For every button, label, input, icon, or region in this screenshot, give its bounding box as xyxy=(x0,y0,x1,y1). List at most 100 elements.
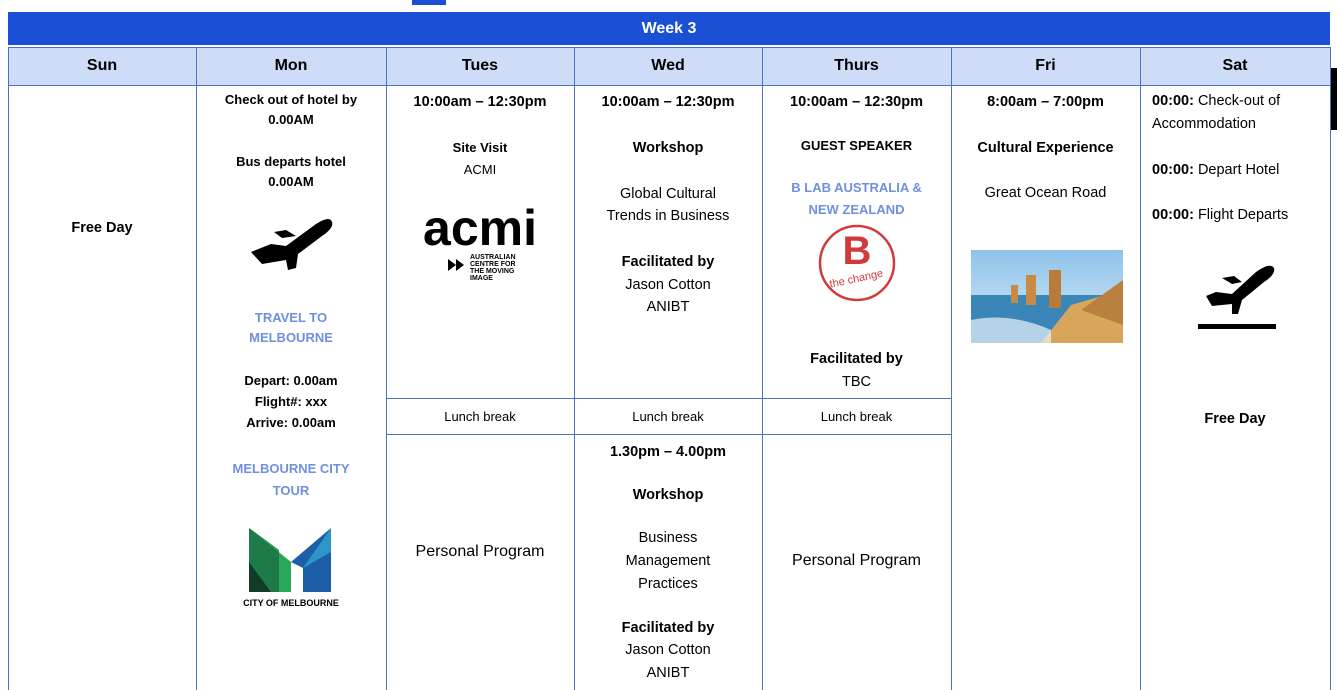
logo-tagline: IMAGE xyxy=(470,275,493,282)
line: B LAB AUSTRALIA & xyxy=(791,180,922,195)
facilitator: Jason Cotton xyxy=(625,642,711,658)
afternoon: Personal Program xyxy=(792,552,921,569)
text: Accommodation xyxy=(1152,116,1256,132)
time: 00:00: xyxy=(1152,207,1194,223)
rule xyxy=(8,47,9,690)
fri-cell: 8:00am – 7:00pm Cultural Experience Grea… xyxy=(951,0,1140,690)
logo-tagline: AUSTRALIAN xyxy=(470,254,516,261)
acmi-logo: acmi AUSTRALIAN CENTRE FOR THE MOVING IM… xyxy=(423,205,537,282)
item: 00:00: Depart Hotel xyxy=(1152,159,1279,182)
rule xyxy=(386,398,951,399)
text: MELBOURNE CITY TOUR xyxy=(196,458,386,502)
day-header: Sun xyxy=(86,57,118,74)
place: Great Ocean Road xyxy=(984,185,1107,201)
text: Check out of hotel by 0.00AM xyxy=(196,90,386,130)
line: Global Cultural xyxy=(620,186,716,202)
item: 00:00: Flight Departs xyxy=(1152,204,1288,227)
time: 00:00: xyxy=(1152,162,1194,178)
line: Trends in Business xyxy=(606,208,730,224)
day-header: Sat xyxy=(1222,57,1248,74)
facilitated: Facilitated by xyxy=(621,254,715,270)
logo-tagline: THE MOVING xyxy=(470,268,515,275)
rule xyxy=(574,47,575,690)
line: MELBOURNE CITY xyxy=(232,461,350,476)
time: 10:00am – 12:30pm xyxy=(413,94,547,110)
time: 10:00am – 12:30pm xyxy=(601,94,735,110)
line: Check out of hotel by xyxy=(224,92,358,107)
lunch: Lunch break xyxy=(632,409,704,424)
rule xyxy=(386,434,951,435)
text: Depart: 0.00am Flight#: xxx Arrive: 0.00am xyxy=(196,370,386,433)
logo-name: acmi xyxy=(423,205,537,256)
scroll-marker xyxy=(1330,68,1337,130)
time: 8:00am – 7:00pm xyxy=(987,94,1104,110)
afternoon: Personal Program xyxy=(415,543,545,560)
line: 0.00AM xyxy=(268,112,314,127)
wed-cell: 10:00am – 12:30pm Workshop Global Cultur… xyxy=(574,0,762,690)
header-row xyxy=(8,47,1330,85)
org: ANIBT xyxy=(646,299,690,315)
rule xyxy=(386,47,387,690)
lunch: Lunch break xyxy=(444,409,516,424)
logo-text: CITY OF MELBOURNE xyxy=(243,598,339,608)
facilitated: Facilitated by xyxy=(810,351,903,367)
day-header: Thurs xyxy=(834,57,879,74)
activity: Workshop xyxy=(632,487,704,503)
line: MELBOURNE xyxy=(249,330,333,345)
rule xyxy=(8,47,1330,48)
text: Flight Departs xyxy=(1197,207,1289,223)
week-title: Week 3 xyxy=(8,12,1330,45)
line: Flight#: xxx xyxy=(254,394,328,409)
time: 10:00am – 12:30pm xyxy=(790,94,923,110)
activity: Site Visit xyxy=(452,140,508,155)
plane-icon xyxy=(251,218,333,270)
thurs-cell: 10:00am – 12:30pm GUEST SPEAKER B LAB AU… xyxy=(762,0,951,690)
departure-icon xyxy=(1198,265,1276,329)
sat-cell: 00:00: Check-out of Accommodation 00:00: … xyxy=(1140,0,1330,690)
rule xyxy=(1330,47,1331,690)
line: Depart: 0.00am xyxy=(244,373,338,388)
line: TRAVEL TO xyxy=(254,310,328,325)
rule xyxy=(951,47,952,690)
line: Practices xyxy=(638,576,698,592)
b-corp-logo: B the change xyxy=(818,224,896,302)
venue: ACMI xyxy=(463,162,497,177)
day-header: Tues xyxy=(461,57,499,74)
line: Arrive: 0.00am xyxy=(246,415,336,430)
line: Management xyxy=(625,553,711,569)
facilitated: Facilitated by xyxy=(621,620,715,636)
line: NEW ZEALAND xyxy=(808,202,905,217)
day-header: Mon xyxy=(274,57,308,74)
activity: Workshop xyxy=(632,140,704,156)
note: Free Day xyxy=(71,220,133,236)
line: Business xyxy=(638,530,698,546)
day-header: Wed xyxy=(651,57,685,74)
rule xyxy=(1140,47,1141,690)
rule xyxy=(196,47,197,690)
note: Free Day xyxy=(1204,411,1266,427)
rule xyxy=(8,85,1330,86)
topic: Business Management Practices xyxy=(574,527,762,596)
photo xyxy=(971,250,1123,343)
mon-cell: Check out of hotel by 0.00AM Bus departs … xyxy=(196,0,386,690)
time: 00:00: xyxy=(1152,93,1194,109)
speaker: B LAB AUSTRALIA & NEW ZEALAND xyxy=(762,177,951,221)
line: Bus departs hotel xyxy=(236,154,346,169)
tues-cell: 10:00am – 12:30pm Site Visit ACMI acmi A… xyxy=(386,0,574,690)
org: ANIBT xyxy=(646,665,690,681)
line: 0.00AM xyxy=(268,174,314,189)
logo-tagline: CENTRE FOR xyxy=(470,261,516,268)
facilitator: TBC xyxy=(842,374,871,390)
sun-cell: Free Day xyxy=(8,0,196,690)
melbourne-logo: CITY OF MELBOURNE xyxy=(243,528,339,608)
activity: GUEST SPEAKER xyxy=(800,138,913,153)
day-header: Fri xyxy=(1035,57,1056,74)
decoration xyxy=(412,0,446,5)
logo-letter: B xyxy=(843,229,872,273)
line: TOUR xyxy=(272,483,310,498)
activity: Cultural Experience xyxy=(977,140,1114,156)
lunch: Lunch break xyxy=(820,409,893,424)
text: Check-out of xyxy=(1197,93,1281,109)
facilitator: Jason Cotton xyxy=(625,277,711,293)
